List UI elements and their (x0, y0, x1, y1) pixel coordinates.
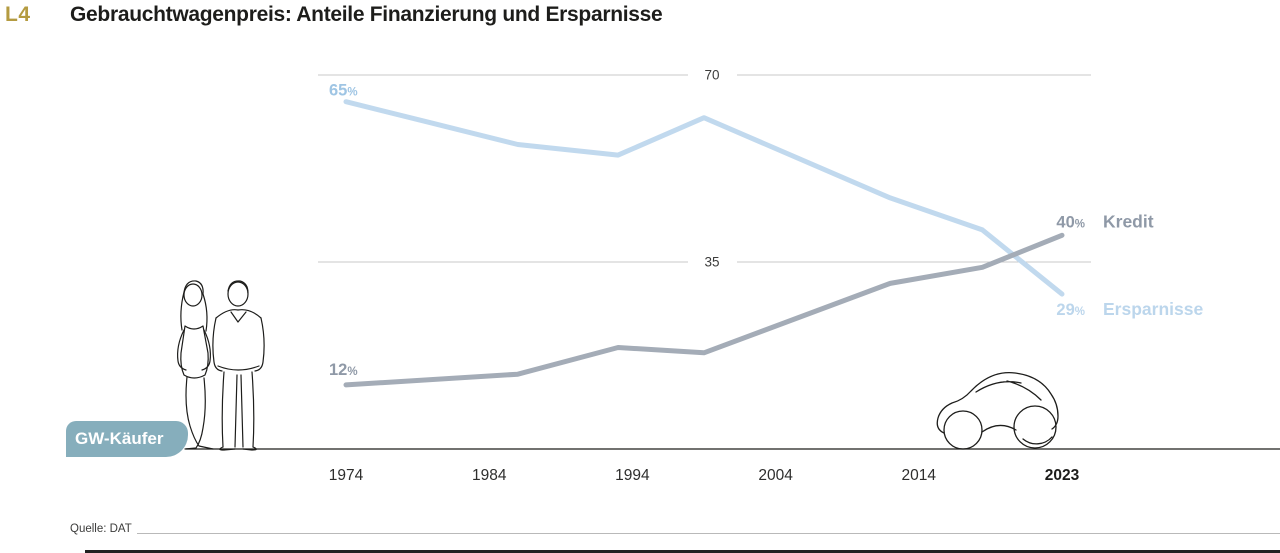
bottom-divider (85, 550, 1280, 553)
end-value-label-ersparnisse: 29% (1056, 301, 1085, 319)
source-note: Quelle: DAT (70, 523, 132, 535)
man-head-icon (227, 281, 249, 307)
x-tick-1984: 1984 (472, 467, 507, 484)
figure-number: L4 (5, 3, 31, 26)
x-tick-2014: 2014 (902, 467, 937, 484)
x-tick-1994: 1994 (615, 467, 650, 484)
car-illustration (936, 371, 1059, 450)
end-value-label-kredit: 40% (1056, 213, 1085, 231)
series-line-ersparnisse (343, 99, 1065, 297)
series-line-kredit (343, 232, 1065, 388)
gridline-label-35: 35 (704, 255, 719, 270)
footer-rule (137, 533, 1280, 534)
gridline-label-70: 70 (704, 68, 719, 83)
x-tick-2023: 2023 (1045, 467, 1080, 484)
legend-label-ersparnisse: Ersparnisse (1103, 299, 1203, 319)
legend-label-kredit: Kredit (1103, 211, 1154, 231)
start-value-label-ersparnisse: 65% (329, 82, 358, 100)
car-front-wheel-icon (1013, 405, 1057, 449)
start-value-label-kredit: 12% (329, 361, 358, 379)
page-title: Gebrauchtwagenpreis: Anteile Finanzierun… (70, 3, 663, 26)
chart-layer: 70 35 1974 1984 1994 2004 2014 2023 65% 29% Erspar… (186, 68, 1280, 484)
woman-head-icon (183, 283, 203, 307)
car-rear-wheel-icon (943, 410, 983, 450)
buyers-illustration (177, 280, 265, 451)
x-tick-2004: 2004 (758, 467, 793, 484)
x-tick-1974: 1974 (329, 467, 364, 484)
gw-kaeufer-badge: GW-Käufer (66, 421, 188, 457)
